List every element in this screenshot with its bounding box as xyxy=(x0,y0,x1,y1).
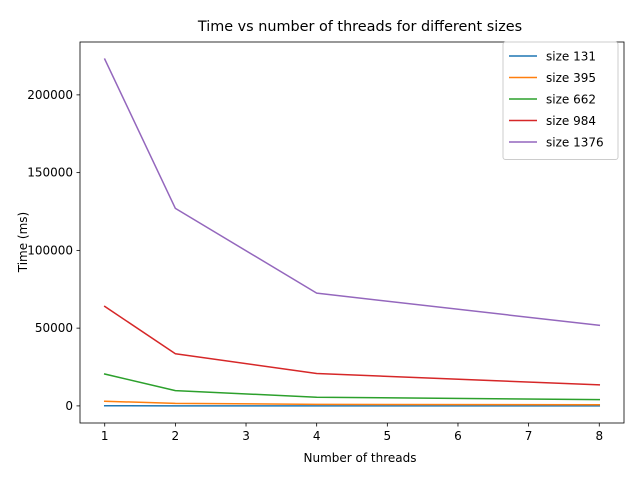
y-tick-label: 100000 xyxy=(27,243,73,257)
y-tick-label: 0 xyxy=(65,399,73,413)
x-tick-label: 4 xyxy=(313,429,321,443)
x-tick-label: 6 xyxy=(454,429,462,443)
legend-label-2: size 662 xyxy=(546,93,596,107)
series-line-1 xyxy=(103,400,601,406)
plot-area xyxy=(103,58,601,407)
series-line-4 xyxy=(103,58,601,327)
x-tick-label: 7 xyxy=(525,429,533,443)
x-tick-label: 8 xyxy=(595,429,603,443)
legend-label-0: size 131 xyxy=(546,50,596,64)
x-tick-label: 5 xyxy=(384,429,392,443)
legend: size 131 size 395 size 662 size 984 size 137… xyxy=(502,41,619,160)
legend-label-3: size 984 xyxy=(546,114,596,128)
y-axis-label: Time (ms) xyxy=(16,212,30,274)
axes: 1 2 3 4 5 6 7 8 0 50000 100000 150000 200000 xyxy=(27,41,625,443)
x-tick-label: 3 xyxy=(242,429,250,443)
x-tick-label: 1 xyxy=(101,429,109,443)
series-line-2 xyxy=(103,373,601,401)
chart-title: Time vs number of threads for different … xyxy=(197,19,522,35)
x-axis-label: Number of threads xyxy=(304,451,417,465)
series-line-3 xyxy=(103,305,601,386)
y-tick-label: 150000 xyxy=(27,166,73,180)
y-tick-label: 50000 xyxy=(35,321,73,335)
y-tick-label: 200000 xyxy=(27,88,73,102)
legend-label-1: size 395 xyxy=(546,71,596,85)
legend-label-4: size 1376 xyxy=(546,136,604,150)
legend-box xyxy=(502,41,619,160)
x-tick-label: 2 xyxy=(172,429,180,443)
plot-frame xyxy=(79,41,625,424)
